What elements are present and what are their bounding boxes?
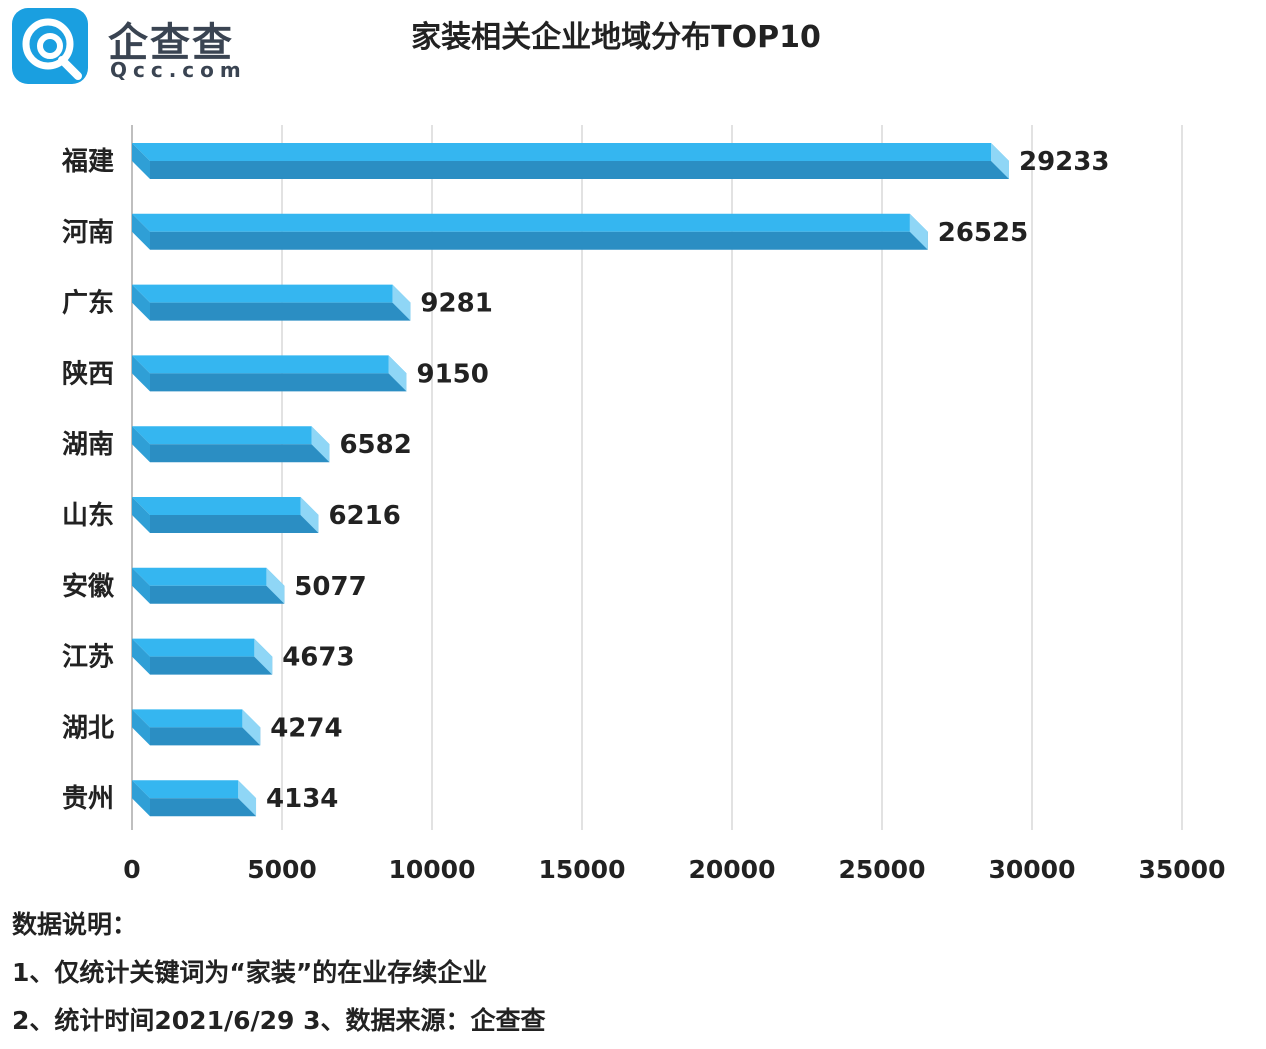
x-tick-label: 5000 [247,855,317,884]
bar-bottom-face [150,302,411,321]
bar-end-cap [388,355,407,392]
bar-bottom-face [150,515,319,533]
qcc-logo-icon [12,8,88,84]
bar-value-label: 4274 [270,713,342,743]
bar-left-bevel [132,213,150,250]
bar-left-bevel [132,497,150,533]
x-tick-label: 0 [123,855,140,884]
bar-bottom-face [150,798,257,817]
bar-top-face [132,709,261,728]
notes-line-1: 1、仅统计关键词为“家装”的在业存续企业 [12,958,488,987]
bar-value-label: 26525 [938,218,1028,248]
category-label: 湖北 [62,713,114,743]
bar-left-bevel [132,780,150,817]
bar-value-label: 9281 [420,289,492,319]
bar-top-face [132,213,928,232]
bar-bottom-face [150,161,1009,179]
bar-bottom-face [150,373,407,392]
bar-left-bevel [132,426,150,463]
category-label: 安徽 [62,572,115,602]
notes-line-2: 2、统计时间2021/6/29 3、数据来源：企查查 [12,1006,546,1035]
x-tick-label: 25000 [839,855,926,884]
logo-name-cn: 企查查 [108,20,234,66]
category-label: 陕西 [62,359,114,389]
bar-top-face [132,284,411,303]
bar-end-cap [300,497,319,533]
qcc-logo: 企查查 Qcc.com [12,6,252,86]
x-tick-label: 20000 [689,855,776,884]
bar-value-label: 6582 [339,430,411,460]
bar-end-cap [254,638,273,675]
category-label: 江苏 [62,643,114,673]
bar-value-label: 4673 [282,643,354,673]
category-label: 广东 [62,288,114,319]
bar-value-label: 6216 [328,501,400,531]
bar-left-bevel [132,638,150,675]
bar-value-label: 9150 [417,359,489,389]
category-label: 河南 [62,218,114,248]
bar-top-face [132,567,285,586]
notes-heading: 数据说明： [12,910,138,939]
chart-title: 家装相关企业地域分布TOP10 [411,20,821,55]
bar-top-face [132,497,319,515]
bar-left-bevel [132,567,150,604]
bar-left-bevel [132,143,150,179]
bar-top-face [132,143,1009,161]
bar-left-bevel [132,284,150,321]
x-tick-label: 35000 [1139,855,1226,884]
category-label: 贵州 [62,784,114,814]
bar-bottom-face [150,727,261,746]
x-tick-label: 10000 [389,855,476,884]
logo-domain: Qcc.com [110,58,247,82]
x-tick-label: 30000 [989,855,1076,884]
data-notes: 数据说明： 1、仅统计关键词为“家装”的在业存续企业 2、统计时间2021/6/… [12,905,546,1049]
bar-bottom-face [150,444,330,463]
bar-bottom-face [150,585,285,604]
bar-top-face [132,780,257,799]
bar-end-cap [242,709,261,746]
bar-left-bevel [132,709,150,746]
bar-end-cap [990,143,1009,179]
category-label: 福建 [61,147,114,177]
bar-end-cap [392,284,411,321]
bar-chart: 0 5000 10000 15000 20000 25000 30000 35000 福建 292… [61,125,1226,884]
bar-end-cap [311,426,330,463]
category-label: 湖南 [62,430,114,460]
bar-left-bevel [132,355,150,392]
bar-end-cap [266,567,285,604]
x-tick-label: 15000 [539,855,626,884]
bar-top-face [132,638,273,657]
bar-value-label: 4134 [266,784,338,814]
bar-bottom-face [150,231,928,250]
bar-value-label: 5077 [294,572,366,602]
bar-top-face [132,355,407,374]
bar-value-label: 29233 [1019,147,1109,177]
bar-top-face [132,426,330,445]
bar-bottom-face [150,656,273,675]
category-label: 山东 [62,500,114,531]
bar-end-cap [909,213,928,250]
bar-end-cap [238,780,257,817]
